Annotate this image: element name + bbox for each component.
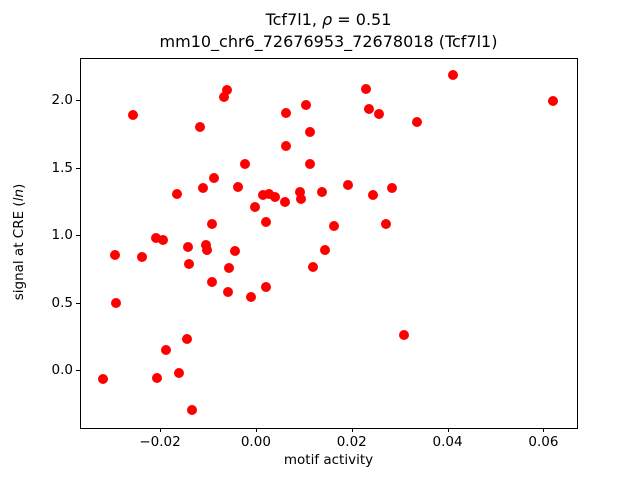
y-tick (76, 235, 80, 237)
y-tick-label: 1.0 (51, 227, 73, 244)
data-point (198, 182, 209, 193)
data-point (300, 100, 311, 111)
data-point (260, 217, 271, 228)
x-axis-label: motif activity (283, 452, 374, 468)
data-point (110, 297, 121, 308)
data-point (202, 244, 213, 255)
data-point (319, 244, 330, 255)
data-point (281, 107, 292, 118)
data-point (109, 250, 120, 261)
x-tick (447, 428, 449, 432)
y-tick-label: 0.5 (51, 294, 73, 311)
data-point (152, 372, 163, 383)
chart-title-suffix: = 0.51 (332, 10, 392, 29)
data-point (448, 69, 459, 80)
data-point (374, 109, 385, 120)
y-tick (76, 167, 80, 169)
y-tick-label: 0.0 (51, 362, 73, 379)
data-point (221, 85, 232, 96)
data-point (364, 103, 375, 114)
data-point (343, 180, 354, 191)
y-tick-label: 2.0 (51, 92, 73, 109)
plot-area (80, 58, 578, 429)
y-axis-label-suffix: ) (11, 183, 27, 189)
y-axis-label-ln: ln (11, 188, 27, 202)
data-point (157, 235, 168, 246)
data-point (181, 333, 192, 344)
y-tick-label: 1.5 (51, 159, 73, 176)
data-point (187, 405, 198, 416)
data-point (222, 286, 233, 297)
data-point (208, 173, 219, 184)
data-point (281, 140, 292, 151)
data-point (257, 190, 268, 201)
x-tick (351, 428, 353, 432)
data-point (206, 277, 217, 288)
y-axis-label: signal at CRE (ln) (11, 184, 27, 301)
data-point (328, 220, 339, 231)
data-point (230, 245, 241, 256)
data-point (387, 183, 398, 194)
data-point (260, 282, 271, 293)
data-point (295, 193, 306, 204)
y-tick (76, 100, 80, 102)
data-point (136, 252, 147, 263)
data-point (171, 189, 182, 200)
data-point (270, 192, 281, 203)
data-point (380, 218, 391, 229)
data-point (307, 262, 318, 273)
x-tick (543, 428, 545, 432)
data-point (206, 219, 217, 230)
x-tick (255, 428, 257, 432)
data-point (317, 186, 328, 197)
data-point (161, 345, 172, 355)
x-tick-label: 0.00 (240, 434, 271, 450)
x-tick (160, 428, 162, 432)
x-tick-label: −0.02 (139, 434, 181, 450)
data-point (279, 197, 290, 208)
chart-subtitle: mm10_chr6_72676953_72678018 (Tcf7l1) (159, 32, 498, 51)
data-point (223, 263, 234, 274)
data-point (249, 202, 260, 213)
chart-title-block: Tcf7l1, ρ = 0.51 mm10_chr6_72676953_7267… (80, 9, 577, 53)
x-tick-label: 0.06 (528, 434, 559, 450)
chart-title-prefix: Tcf7l1, (265, 10, 323, 29)
y-axis-label-prefix: signal at CRE ( (11, 201, 27, 301)
data-point (245, 291, 256, 302)
data-point (239, 158, 250, 169)
data-point (151, 232, 162, 243)
data-point (128, 110, 139, 121)
data-point (97, 373, 108, 384)
data-point (548, 96, 559, 107)
data-point (361, 84, 372, 95)
data-point (304, 158, 315, 169)
data-point (184, 259, 195, 270)
chart-title: Tcf7l1, ρ = 0.51 (80, 9, 577, 31)
data-point (368, 189, 379, 200)
data-point (294, 187, 305, 198)
data-point (174, 367, 185, 378)
x-tick-label: 0.02 (336, 434, 367, 450)
data-point (398, 329, 409, 340)
data-point (304, 127, 315, 138)
y-tick (76, 302, 80, 304)
data-point (233, 182, 244, 193)
rho-symbol: ρ (322, 10, 333, 29)
data-point (183, 241, 194, 252)
data-point (219, 91, 230, 102)
data-point (264, 188, 275, 199)
y-tick (76, 370, 80, 372)
data-point (194, 121, 205, 132)
x-tick-label: 0.04 (432, 434, 463, 450)
data-point (412, 117, 423, 128)
